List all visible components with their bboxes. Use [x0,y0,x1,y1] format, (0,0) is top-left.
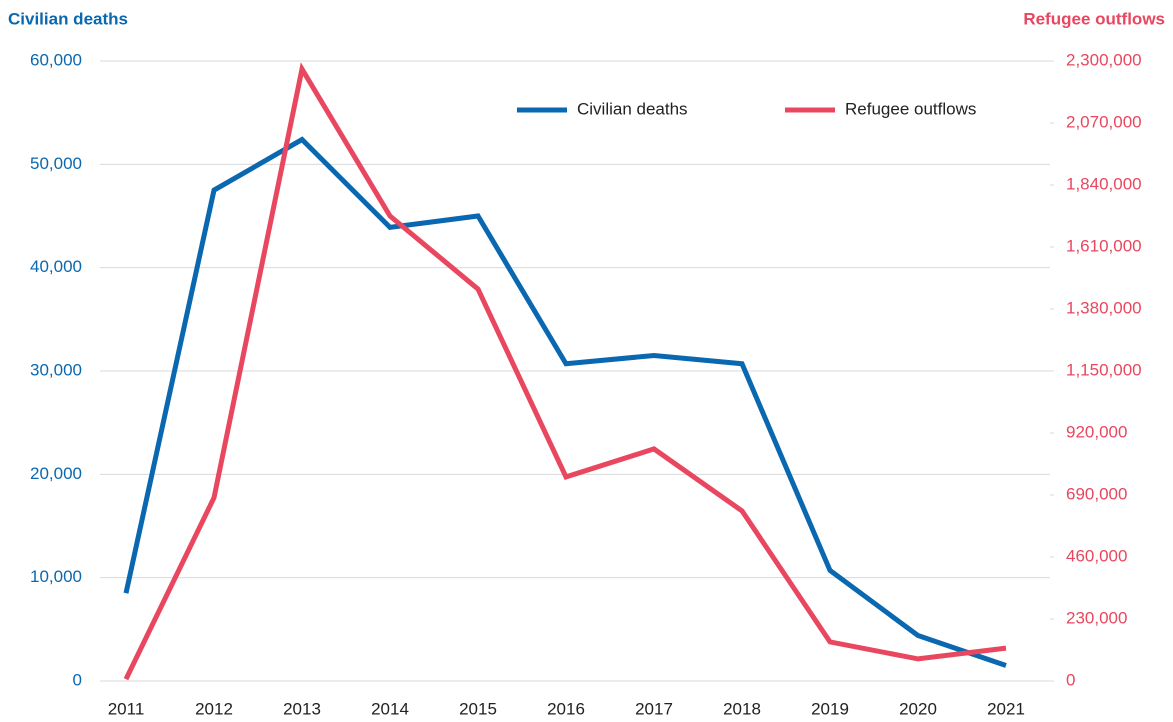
y2-tick-label: 460,000 [1066,546,1127,565]
x-tick-label: 2013 [283,699,321,718]
y2-tick-label: 1,150,000 [1066,360,1142,379]
x-tick-label: 2020 [899,699,937,718]
x-tick-label: 2011 [108,699,145,718]
y-tick-label: 20,000 [30,464,82,483]
y-tick-label: 30,000 [30,360,82,379]
y-tick-label: 0 [73,670,82,689]
y2-tick-label: 2,070,000 [1066,112,1142,131]
legend-label: Civilian deaths [577,99,688,118]
x-tick-label: 2015 [459,699,497,718]
y-tick-label: 40,000 [30,257,82,276]
y2-tick-label: 690,000 [1066,484,1127,503]
line-series [123,136,1007,668]
y2-tick-label: 1,380,000 [1066,298,1142,317]
y-axis-title: Civilian deaths [8,9,128,28]
y-tick-label: 60,000 [30,50,82,69]
x-tick-label: 2018 [723,699,761,718]
y2-tick-label: 1,610,000 [1066,236,1142,255]
x-tick-label: 2021 [987,699,1025,718]
line-series [123,62,1007,681]
y2-tick-label: 0 [1066,670,1075,689]
y-tick-label: 50,000 [30,154,82,173]
y-tick-label: 10,000 [30,567,82,586]
y2-tick-label: 1,840,000 [1066,174,1142,193]
y2-tick-label: 920,000 [1066,422,1127,441]
y2-axis-title: Refugee outflows [1023,9,1165,28]
x-tick-label: 2016 [547,699,585,718]
x-tick-label: 2017 [635,699,673,718]
legend-label: Refugee outflows [845,99,976,118]
y2-tick-label: 230,000 [1066,608,1127,627]
y2-tick-label: 2,300,000 [1066,50,1142,69]
x-tick-label: 2012 [195,699,233,718]
x-tick-label: 2014 [371,699,409,718]
x-tick-label: 2019 [811,699,849,718]
